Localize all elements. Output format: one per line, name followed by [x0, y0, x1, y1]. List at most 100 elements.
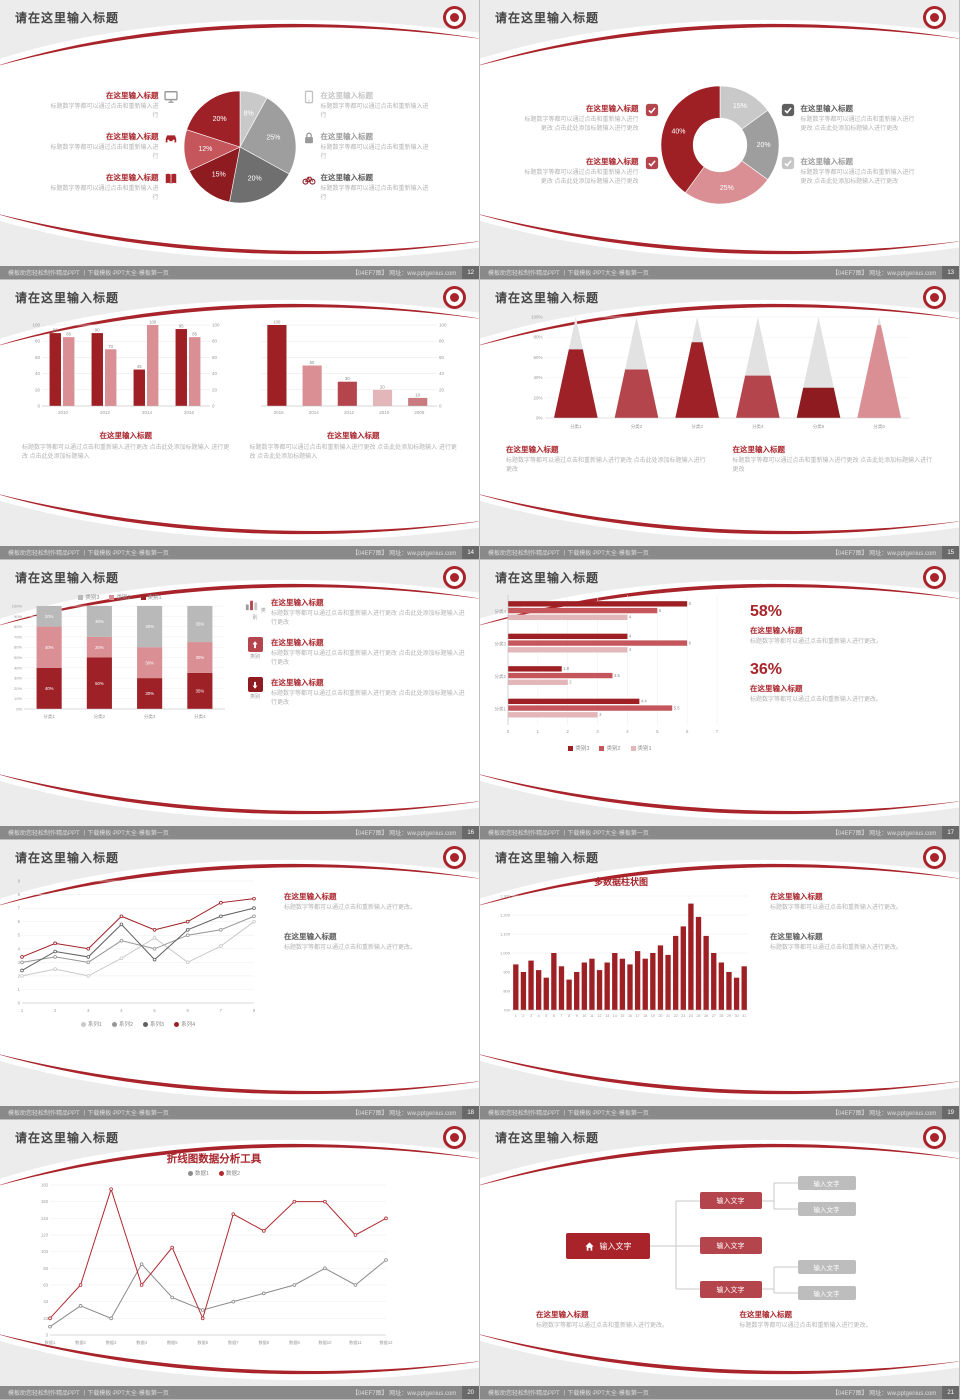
text-block: 在这里输入标题 标题数字等都可以通过点击和重新输入进行更改。 — [740, 1309, 904, 1331]
svg-text:70: 70 — [108, 344, 113, 349]
slide-20[interactable]: 请在这里输入标题 折线图数据分析工具 数据1 数据2 3 23 43 63 83 103 12… — [0, 1120, 479, 1399]
svg-text:10: 10 — [416, 392, 421, 397]
item-title: 在这里输入标题 — [106, 91, 159, 100]
svg-text:数据7: 数据7 — [228, 1339, 239, 1346]
svg-text:143: 143 — [41, 1216, 49, 1221]
svg-text:20: 20 — [439, 387, 445, 392]
svg-text:31: 31 — [742, 1014, 746, 1018]
svg-text:1.8: 1.8 — [563, 666, 569, 671]
list-item: 在这里输入标题 标题数字等都可以通过点击和重新输入进行更改 点击此处添加标题输入进… — [781, 103, 946, 134]
svg-text:7: 7 — [716, 729, 719, 734]
slide-title: 请在这里输入标题 — [495, 851, 600, 865]
item-text: 标题数字等都可以通过点击和重新输入进行更改 点击此处添加标题输入进行更改 — [271, 611, 465, 626]
svg-text:16: 16 — [628, 1014, 632, 1018]
school-seal-logo — [443, 846, 466, 869]
svg-text:分类1: 分类1 — [494, 705, 506, 712]
page-number: 16 — [462, 826, 479, 839]
svg-text:25%: 25% — [266, 134, 280, 141]
svg-text:80: 80 — [439, 339, 445, 344]
footer-left-text: 模板助您轻松制作精品PPT 丨下载模板·PPT大全·模板第一页 — [488, 271, 649, 277]
svg-text:80: 80 — [35, 339, 41, 344]
slide-14[interactable]: 请在这里输入标题 0 0 20 20 40 40 60 60 80 80 100 100 90 85 201… — [0, 280, 479, 559]
page-number: 20 — [462, 1386, 479, 1399]
svg-text:7: 7 — [18, 906, 21, 911]
svg-text:10%: 10% — [14, 696, 22, 701]
chart-block: 0 20 40 60 80 100 100 2016 50 2014 30 2012 20 2010 10 2… — [250, 317, 458, 544]
svg-text:3: 3 — [599, 712, 602, 717]
item-title: 在这里输入标题 — [586, 156, 639, 166]
svg-text:43: 43 — [43, 1299, 48, 1304]
item-text: 标题数字等都可以通过点击和重新输入进行更改 点击此处添加标题输入 进行更改 点击… — [249, 445, 457, 460]
svg-text:数据4: 数据4 — [136, 1339, 147, 1346]
flow-node-red: 输入文字 — [699, 1192, 762, 1209]
school-seal-logo — [923, 286, 946, 309]
svg-text:40%: 40% — [45, 645, 54, 650]
svg-text:分类1: 分类1 — [570, 423, 582, 430]
home-node: 输入文字 — [565, 1233, 650, 1259]
school-seal-logo — [443, 1126, 466, 1149]
bar-chart: 0 20 40 60 80 100 100 2016 50 2014 30 2012 20 2010 10 2… — [261, 320, 447, 415]
slide-12[interactable]: 请在这里输入标题 在这里输入标题 标题数字等都可以通过点击和重新输入进行 在这里输… — [0, 0, 479, 279]
svg-text:18: 18 — [643, 1014, 647, 1018]
svg-text:数据1: 数据1 — [45, 1339, 56, 1346]
svg-text:6: 6 — [18, 919, 21, 924]
line-chart-2: 3 23 43 63 83 103 123 143 163 183 数据1 数据2 数据3 数据4 数据5 数… — [41, 1183, 393, 1347]
slide-15[interactable]: 请在这里输入标题 0% 20% 40% 60% 80% 100% 分类1 分类2 分类3 分类4 分… — [480, 280, 959, 559]
item-title: 在这里输入标题 — [750, 684, 803, 693]
svg-text:5: 5 — [656, 729, 659, 734]
svg-text:60: 60 — [35, 355, 41, 360]
school-seal-logo — [923, 846, 946, 869]
svg-text:25%: 25% — [719, 185, 733, 192]
svg-text:2014: 2014 — [142, 410, 153, 415]
svg-text:4: 4 — [538, 1014, 540, 1018]
list-item: 类别 在这里输入标题 标题数字等都可以通过点击和重新输入进行更改 点击此处添加标题… — [244, 677, 469, 708]
item-text: 标题数字等都可以通过点击和重新输入进行更改。 — [739, 1323, 872, 1329]
upload-icon: 类别 — [244, 637, 266, 660]
svg-text:0%: 0% — [16, 707, 22, 712]
svg-text:4: 4 — [629, 615, 632, 620]
school-seal-logo — [443, 286, 466, 309]
svg-text:0: 0 — [18, 1001, 21, 1006]
svg-text:100: 100 — [32, 323, 40, 328]
item-title: 在这里输入标题 — [770, 892, 823, 901]
slide-title: 请在这里输入标题 — [495, 571, 600, 585]
chart-block: 0 0 20 20 40 40 60 60 80 80 100 100 90 85 2010 90 70 2012… — [22, 317, 230, 544]
svg-text:30%: 30% — [145, 660, 154, 665]
svg-text:14: 14 — [613, 1014, 617, 1018]
footer-site-text: 【04EF7图】 网址：ww.pptgenius.com — [831, 551, 937, 557]
svg-text:90: 90 — [53, 328, 58, 333]
item-text: 标题数字等都可以通过点击和重新输入进行更改 点击此处添加标题输入 进行更改 点击… — [22, 445, 230, 460]
svg-text:50%: 50% — [95, 681, 104, 686]
lock-icon — [302, 131, 316, 145]
text-block: 在这里输入标题 标题数字等都可以通过点击和重新输入进行更改。 — [770, 891, 947, 913]
svg-text:23: 23 — [43, 1316, 48, 1321]
slide-17[interactable]: 请在这里输入标题 0 1 2 3 4 5 6 7 6 5 4 分类4 4 6 4 分类3 1.8 3.5 2 分类2 4… — [480, 560, 959, 839]
svg-text:13: 13 — [605, 1014, 609, 1018]
svg-text:95: 95 — [179, 324, 184, 329]
stacked-bar-chart: 0% 10% 20% 30% 40% 50% 60% 70% 80% 90% 100% 40% 40% 2… — [12, 604, 225, 720]
slide-13[interactable]: 请在这里输入标题 在这里输入标题 标题数字等都可以通过点击和重新输入进行更改 点击… — [480, 0, 959, 279]
svg-text:60%: 60% — [533, 355, 542, 360]
item-text: 标题数字等都可以通过点击和重新输入进行 — [50, 186, 159, 201]
item-text: 标题数字等都可以通过点击和重新输入进行更改 点击此处添加标题输入进行更改 — [800, 169, 915, 185]
slide-16[interactable]: 请在这里输入标题 类别3 类别2 类别1 0% 10% 20% 30% 40% 50% 60% 7… — [0, 560, 479, 839]
svg-text:分类4: 分类4 — [194, 713, 206, 720]
connector-lines — [649, 1182, 798, 1294]
chart-legend: 系列1 系列2 系列3 系列4 — [6, 1020, 270, 1028]
svg-text:29: 29 — [727, 1014, 731, 1018]
checkbox-icon — [645, 103, 659, 117]
slide-21[interactable]: 请在这里输入标题 输入文字 输入文字 — [480, 1120, 959, 1399]
svg-text:3: 3 — [596, 729, 599, 734]
footer-site-text: 【04EF7图】 网址：ww.pptgenius.com — [831, 1391, 937, 1397]
svg-text:5: 5 — [153, 1008, 156, 1013]
stat-block: 58% 在这里输入标题 标题数字等都可以通过点击和重新输入进行更改。 — [750, 603, 949, 647]
svg-text:50%: 50% — [14, 655, 22, 660]
slide-footer: 模板助您轻松制作精品PPT 丨下载模板·PPT大全·模板第一页 【04EF7图】… — [0, 546, 479, 559]
svg-text:数据6: 数据6 — [197, 1339, 208, 1346]
svg-text:2010: 2010 — [58, 410, 69, 415]
list-item: 在这里输入标题 标题数字等都可以通过点击和重新输入进行 — [302, 90, 468, 121]
slide-19[interactable]: 请在这里输入标题 多数据柱状图 700 800 900 1,000 1,100 1,200… — [480, 840, 959, 1119]
svg-text:103: 103 — [41, 1249, 49, 1254]
